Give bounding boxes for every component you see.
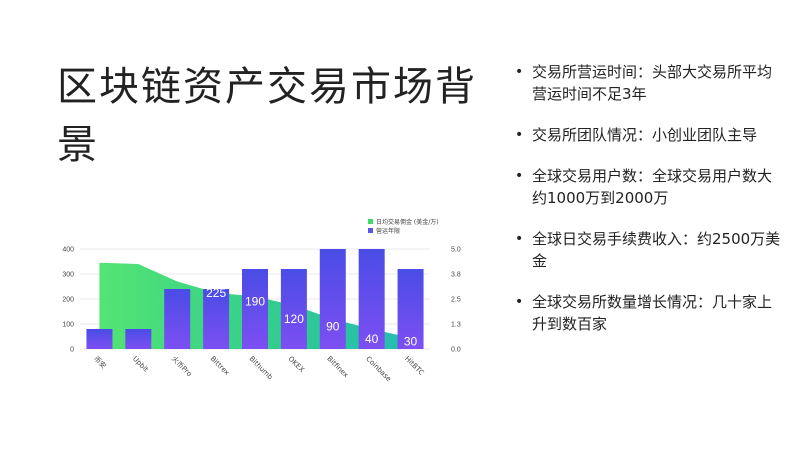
bullet-text: 全球日交易手续费收入：约2500万美金 <box>532 230 781 270</box>
combo-chart: 400 5.0 300 3.8 200 2.5 100 1.3 0 0.0 225 190 120 90 4… <box>62 218 461 383</box>
bar-data-label: 30 <box>404 335 418 349</box>
bar-Upbit <box>125 329 152 349</box>
x-axis-label: Bittrex <box>209 355 231 377</box>
x-axis-label: Bithumb <box>248 355 275 382</box>
bullet-dot-icon: • <box>515 168 524 184</box>
legend-label: 日均交易佣金 (美金/万) <box>376 218 439 226</box>
left-axis-tick: 300 <box>62 272 74 279</box>
bullet-dot-icon: • <box>515 64 524 80</box>
bar-data-label: 40 <box>365 332 379 346</box>
bar-Bithumb <box>242 269 268 349</box>
bullet-dot-icon: • <box>515 294 524 310</box>
legend-swatch <box>368 219 373 224</box>
bar-data-label: 90 <box>326 320 340 334</box>
right-axis-tick: 2.5 <box>451 297 461 304</box>
right-axis-tick: 5.0 <box>451 247 461 254</box>
bar-data-label: 190 <box>245 295 265 309</box>
left-axis-tick: 400 <box>62 247 74 254</box>
legend-label: 营运年限 <box>376 227 400 235</box>
right-axis-tick: 0.0 <box>451 347 461 354</box>
bullet-text: 交易所团队情况：小创业团队主导 <box>532 126 758 144</box>
bar-OKEX <box>280 269 307 349</box>
bullet-item: • 全球交易用户数：全球交易用户数大约1000万到2000万 <box>512 165 782 209</box>
left-axis-tick: 100 <box>62 322 74 329</box>
bar-Bitfinex <box>319 249 346 349</box>
bullet-text: 全球交易用户数：全球交易用户数大约1000万到2000万 <box>532 167 773 207</box>
bullet-list: • 交易所营运时间：头部大交易所平均营运时间不足3年 • 交易所团队情况：小创业团队… <box>512 61 782 354</box>
bar-火币Pro <box>164 289 191 349</box>
x-axis-label: HitBTC <box>403 355 425 377</box>
slide-title: 区块链资产交易市场背景 <box>57 64 477 168</box>
bullet-text: 交易所营运时间：头部大交易所平均营运时间不足3年 <box>532 63 773 103</box>
bar-Coinbase <box>358 249 385 349</box>
bullet-item: • 交易所团队情况：小创业团队主导 <box>512 124 782 146</box>
left-axis-tick: 200 <box>62 297 74 304</box>
bullet-dot-icon: • <box>515 231 524 247</box>
bullet-item: • 交易所营运时间：头部大交易所平均营运时间不足3年 <box>512 61 782 105</box>
bullet-dot-icon: • <box>515 127 524 143</box>
bullet-text: 全球交易所数量增长情况：几十家上升到数百家 <box>532 293 773 333</box>
x-axis-label: Upbit <box>131 355 150 374</box>
bar-data-label: 120 <box>284 312 304 326</box>
x-axis-label: OKEX <box>286 355 305 374</box>
bullet-item: • 全球交易所数量增长情况：几十家上升到数百家 <box>512 291 782 335</box>
legend-swatch <box>368 228 373 233</box>
bar-HitBTC <box>397 269 424 349</box>
bar-币安 <box>86 329 113 349</box>
bar-data-label: 225 <box>206 286 226 300</box>
right-axis-tick: 1.3 <box>451 322 461 329</box>
bullet-item: • 全球日交易手续费收入：约2500万美金 <box>512 228 782 272</box>
x-axis-label: Coinbase <box>364 355 392 383</box>
x-axis-label: 币安 <box>92 354 108 370</box>
left-axis-tick: 0 <box>70 347 74 354</box>
right-axis-tick: 3.8 <box>451 272 461 279</box>
x-axis-label: Bitfinex <box>325 355 350 380</box>
bar-Bittrex <box>203 289 230 349</box>
x-axis-label: 火币Pro <box>170 355 193 378</box>
